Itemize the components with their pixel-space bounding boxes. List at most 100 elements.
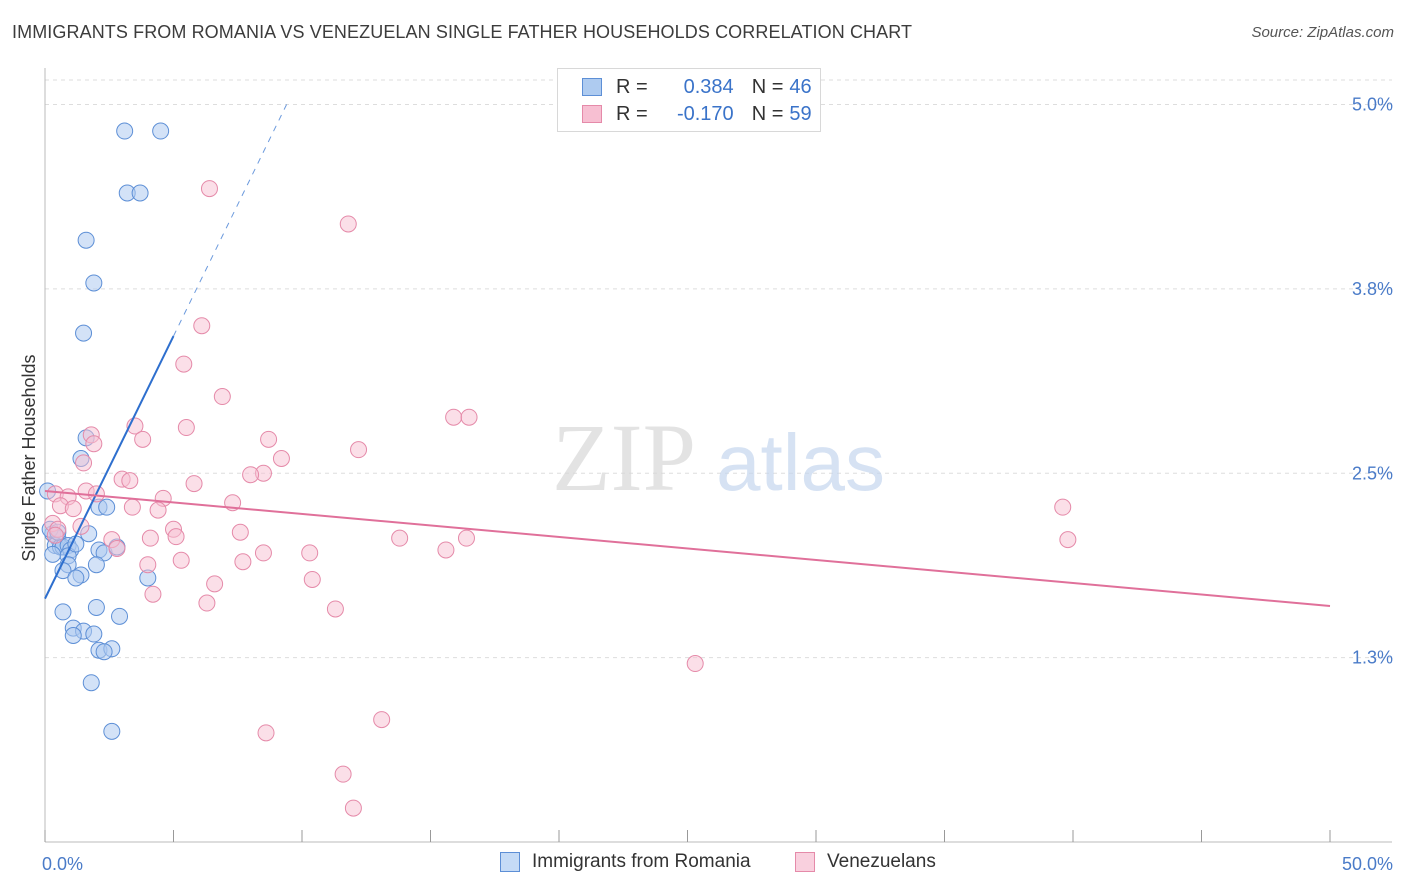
legend-item-venezuela: Venezuelans bbox=[795, 851, 936, 873]
data-point-venezuela bbox=[185, 475, 203, 493]
x-tick-label: 50.0% bbox=[1342, 854, 1393, 874]
correlation-legend: R = 0.384 N = 46 R = -0.170 N = 59 bbox=[557, 68, 821, 132]
data-point-venezuela bbox=[121, 472, 139, 490]
y-tick-label: 5.0% bbox=[1352, 95, 1393, 115]
data-point-venezuela bbox=[193, 317, 211, 335]
data-point-romania bbox=[75, 324, 93, 342]
chart-title: IMMIGRANTS FROM ROMANIA VS VENEZUELAN SI… bbox=[12, 22, 913, 42]
data-point-romania bbox=[116, 122, 134, 140]
data-point-venezuela bbox=[460, 408, 478, 426]
data-point-venezuela bbox=[260, 430, 278, 448]
legend-label-romania: Immigrants from Romania bbox=[532, 851, 751, 872]
data-point-venezuela bbox=[149, 501, 167, 519]
trendlines bbox=[44, 104, 1331, 607]
legend-label-venezuela: Venezuelans bbox=[827, 851, 936, 872]
y-axis-title: Single Father Households bbox=[19, 354, 39, 561]
watermark-atlas: atlas bbox=[716, 418, 885, 507]
data-point-venezuela bbox=[123, 498, 141, 516]
data-point-venezuela bbox=[175, 355, 193, 373]
data-point-venezuela bbox=[254, 544, 272, 562]
legend-swatch-romania bbox=[500, 852, 520, 872]
data-point-romania bbox=[67, 569, 85, 587]
data-point-romania bbox=[82, 674, 100, 692]
data-point-venezuela bbox=[344, 799, 362, 817]
data-point-venezuela bbox=[686, 655, 704, 673]
data-point-venezuela bbox=[144, 585, 162, 603]
legend-r-value: 0.384 bbox=[683, 75, 734, 98]
data-point-romania bbox=[87, 598, 105, 616]
legend-r-label: R = bbox=[616, 102, 648, 125]
data-point-venezuela bbox=[350, 441, 368, 459]
legend-row-romania: R = 0.384 N = 46 bbox=[582, 75, 812, 99]
data-point-venezuela bbox=[108, 539, 126, 557]
data-point-romania bbox=[87, 556, 105, 574]
data-point-venezuela bbox=[167, 528, 185, 546]
data-point-venezuela bbox=[257, 724, 275, 742]
data-point-venezuela bbox=[200, 180, 218, 198]
y-tick-label: 3.8% bbox=[1352, 279, 1393, 299]
data-point-venezuela bbox=[234, 553, 252, 571]
legend-r-value: -0.170 bbox=[676, 102, 734, 125]
data-point-romania bbox=[85, 274, 103, 292]
data-point-venezuela bbox=[303, 570, 321, 588]
data-point-venezuela bbox=[334, 765, 352, 783]
data-point-venezuela bbox=[326, 600, 344, 618]
legend-n-label: N = bbox=[751, 75, 784, 98]
series-romania-points bbox=[39, 122, 170, 740]
legend-swatch-romania bbox=[582, 78, 602, 96]
data-point-romania bbox=[103, 722, 121, 740]
data-point-romania bbox=[98, 498, 116, 516]
data-point-venezuela bbox=[134, 430, 152, 448]
legend-r-label: R = bbox=[616, 75, 648, 98]
axes bbox=[44, 68, 1392, 843]
data-point-romania bbox=[95, 643, 113, 661]
data-point-venezuela bbox=[437, 541, 455, 559]
legend-swatch-venezuela bbox=[795, 852, 815, 872]
data-point-venezuela bbox=[85, 435, 103, 453]
legend-item-romania: Immigrants from Romania bbox=[500, 851, 751, 873]
trendline-venezuela bbox=[44, 489, 1331, 607]
data-point-venezuela bbox=[231, 523, 249, 541]
data-point-venezuela bbox=[373, 711, 391, 729]
data-point-venezuela bbox=[242, 466, 260, 484]
data-point-romania bbox=[64, 627, 82, 644]
legend-n-value: 46 bbox=[789, 75, 812, 98]
legend-row-venezuela: R = -0.170 N = 59 bbox=[582, 102, 812, 126]
data-point-venezuela bbox=[457, 529, 475, 547]
data-point-romania bbox=[44, 545, 62, 563]
data-point-venezuela bbox=[1059, 531, 1077, 549]
data-point-venezuela bbox=[172, 551, 190, 569]
data-point-venezuela bbox=[1054, 498, 1072, 516]
data-point-romania bbox=[131, 184, 149, 202]
data-point-venezuela bbox=[198, 594, 216, 612]
data-point-venezuela bbox=[46, 526, 64, 544]
data-point-venezuela bbox=[445, 408, 463, 426]
data-point-venezuela bbox=[75, 454, 93, 472]
tick-labels: 1.3% 2.5% 3.8% 5.0% 0.0% 50.0% bbox=[42, 95, 1393, 875]
data-point-venezuela bbox=[391, 529, 409, 547]
legend-swatch-venezuela bbox=[582, 105, 602, 123]
trendline-romania bbox=[44, 335, 175, 600]
data-point-venezuela bbox=[213, 388, 231, 406]
data-point-romania bbox=[152, 122, 170, 140]
trendline-romania-extension bbox=[173, 104, 288, 337]
y-tick-label: 2.5% bbox=[1352, 463, 1393, 483]
data-point-venezuela bbox=[141, 529, 159, 547]
data-point-venezuela bbox=[301, 544, 319, 562]
data-point-romania bbox=[67, 535, 85, 553]
data-point-romania bbox=[77, 231, 95, 249]
data-point-venezuela bbox=[206, 575, 224, 593]
y-tick-label: 1.3% bbox=[1352, 648, 1393, 668]
series-venezuela-points bbox=[44, 180, 1077, 817]
x-tick-label: 0.0% bbox=[42, 854, 83, 874]
data-point-venezuela bbox=[339, 215, 357, 233]
data-point-venezuela bbox=[139, 556, 157, 574]
legend-n-value: 59 bbox=[789, 102, 812, 125]
data-point-venezuela bbox=[177, 419, 195, 437]
series-legend: Immigrants from Romania Venezuelans bbox=[0, 851, 1406, 877]
data-point-romania bbox=[111, 607, 129, 625]
watermark-zip: ZIP bbox=[552, 404, 696, 511]
data-point-venezuela bbox=[64, 500, 82, 518]
gridlines bbox=[45, 79, 1392, 659]
